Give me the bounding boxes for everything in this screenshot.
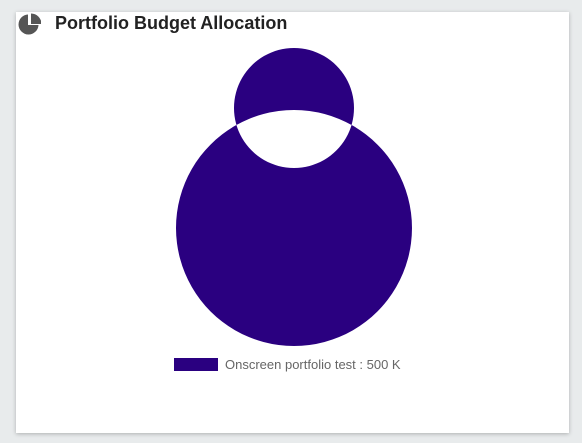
card-title: Portfolio Budget Allocation: [55, 13, 288, 33]
legend-swatch: [174, 358, 218, 371]
chart-legend[interactable]: Onscreen portfolio test : 500 K: [174, 357, 401, 372]
donut-slice[interactable]: [175, 48, 412, 347]
pie-chart-icon: [17, 12, 42, 36]
legend-label: Onscreen portfolio test : 500 K: [225, 357, 401, 372]
